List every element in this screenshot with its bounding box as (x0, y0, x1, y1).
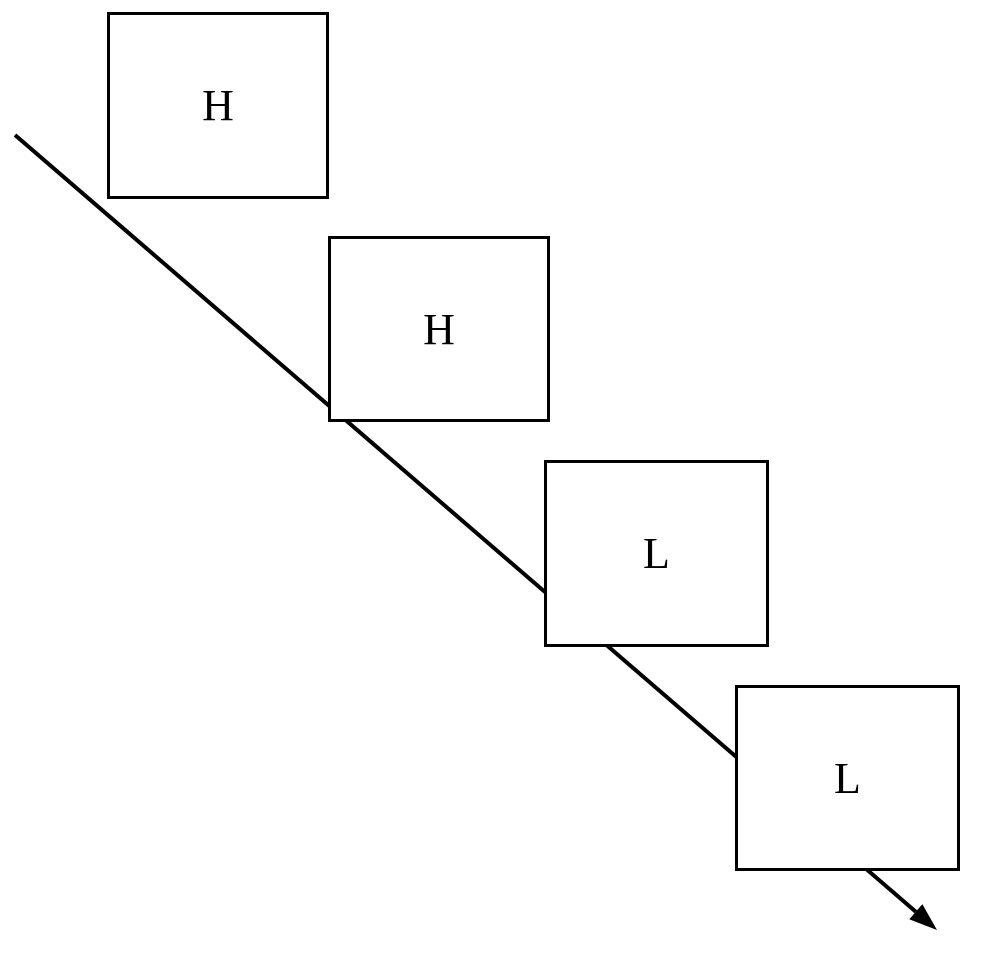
box-3: L (735, 685, 960, 871)
box-1-label: H (423, 304, 455, 355)
box-0-label: H (202, 80, 234, 131)
box-1: H (328, 236, 550, 422)
box-3-label: L (834, 753, 861, 804)
step-diagram: H H L L (0, 0, 1000, 953)
box-0: H (107, 12, 329, 199)
box-2: L (544, 460, 769, 647)
box-2-label: L (643, 528, 670, 579)
